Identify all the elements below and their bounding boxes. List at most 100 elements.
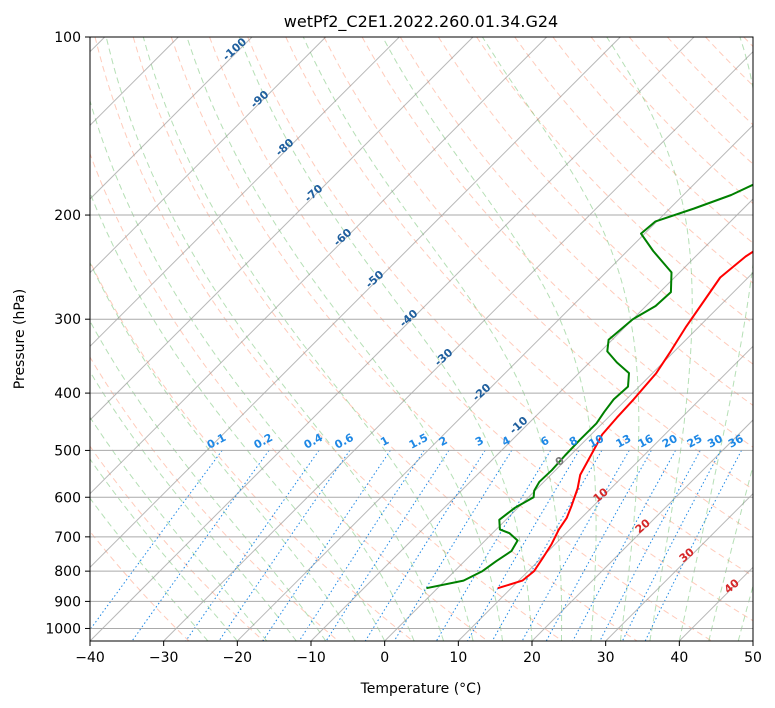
y-tick-label: 800: [54, 564, 81, 580]
mixing-ratio-label: 0.2: [252, 431, 275, 452]
dry-adiabat-label: -30: [432, 346, 456, 369]
y-tick-label: 900: [54, 594, 81, 610]
dry-adiabat-label: -70: [302, 182, 326, 205]
mixing-ratio-label: 10: [586, 432, 606, 451]
chart-title: wetPf2_C2E1.2022.260.01.34.G24: [284, 12, 558, 32]
dry-adiabat-label: -80: [273, 136, 297, 159]
isotherm: [90, 37, 400, 348]
mixing-ratio-label: 0.1: [205, 431, 228, 452]
mixing-ratio-label: 1.5: [407, 431, 430, 452]
x-tick-label: −20: [223, 650, 253, 666]
dry-adiabat: [90, 152, 488, 641]
mixing-ratio-label: 25: [685, 432, 705, 451]
mixing-ratio-line: [364, 450, 486, 641]
moist-adiabat: [737, 584, 753, 641]
dry-adiabat-label: -50: [363, 268, 387, 291]
isotherm: [236, 124, 753, 641]
x-tick-label: 10: [449, 650, 467, 666]
mixing-ratio-label: 36: [726, 432, 746, 451]
dry-adiabat: [247, 37, 753, 577]
dry-adiabat: [132, 37, 638, 641]
mixing-ratio-line: [467, 450, 580, 641]
isotherm: [678, 566, 753, 641]
x-tick-label: 40: [670, 650, 688, 666]
x-tick-label: 20: [523, 650, 541, 666]
dry-adiabat-label: -20: [470, 381, 494, 404]
dry-adiabat: [743, 37, 753, 48]
moist-adiabat-label: 20: [633, 516, 653, 536]
x-tick-label: 50: [744, 650, 762, 666]
mixing-ratio-line: [572, 450, 676, 641]
dry-adiabat: [90, 260, 414, 641]
mixing-ratio-line: [393, 450, 513, 641]
y-tick-label: 200: [54, 208, 81, 224]
y-tick-label: 300: [54, 312, 81, 328]
moist-adiabat: [90, 497, 209, 641]
mixing-ratio-line: [262, 450, 391, 641]
y-tick-label: 500: [54, 443, 81, 459]
y-tick-label: 400: [54, 386, 81, 402]
profiles: [426, 183, 753, 590]
moist-adiabat: [90, 416, 268, 641]
mixing-ratio-line: [298, 450, 425, 641]
dry-adiabat: [209, 37, 753, 622]
moist-adiabat: [105, 37, 445, 641]
dry-adiabat: [437, 37, 753, 365]
mixing-ratio-line: [599, 450, 701, 641]
moist-adiabat: [678, 37, 753, 641]
x-tick-label: 0: [380, 650, 389, 666]
mixing-ratio-line: [491, 450, 603, 641]
isotherm: [457, 345, 753, 641]
line-labels: 0.1 0.2 0.4 0.6 1 1.5 2 3 4 6 8 10 13 16 20 25 30 36-100-…: [205, 35, 746, 596]
isotherm: [90, 37, 474, 421]
mixing-ratio-line: [621, 450, 722, 641]
isotherm: [384, 271, 753, 641]
mixing-ratio-line: [218, 450, 351, 641]
dry-adiabat-label: -60: [331, 226, 355, 249]
moist-adiabat-label: 30: [677, 545, 697, 565]
dry-adiabat: [90, 445, 264, 641]
y-tick-label: 1000: [45, 621, 81, 637]
mixing-ratio-line: [521, 450, 630, 641]
mixing-ratio-label: 1: [378, 434, 391, 449]
dry-adiabat-label: -40: [397, 307, 421, 330]
dry-adiabat: [705, 37, 753, 87]
moist-adiabat: [186, 37, 503, 641]
isotherm: [90, 37, 327, 274]
isotherm: [90, 37, 621, 569]
moist-adiabat: [382, 37, 597, 641]
dry-adiabat: [90, 530, 190, 641]
mixing-ratio-line: [185, 450, 320, 641]
dry-adiabat: [399, 37, 753, 406]
plot-frame: [89, 36, 754, 642]
axes: −40 −30 −20 −10 0 10 20 30 40 5010020030040050060…: [45, 30, 762, 666]
isotherm: [90, 37, 548, 495]
isotherm: [310, 198, 753, 641]
moist-adiabat: [481, 37, 640, 641]
mixing-ratio-line: [90, 450, 223, 631]
dry-adiabat: [90, 356, 339, 641]
dry-adiabat: [170, 37, 712, 641]
moist-adiabat: [708, 464, 753, 641]
y-tick-label: 700: [54, 530, 81, 546]
mixing-ratio-label: 3: [473, 434, 486, 449]
y-axis-label: Pressure (hPa): [12, 289, 28, 389]
isotherm: [531, 419, 753, 641]
isotherm: [163, 50, 753, 641]
x-tick-label: 30: [597, 650, 615, 666]
mixing-ratio-label: 16: [636, 432, 656, 451]
dewpoint-profile: [426, 183, 753, 590]
moist-adiabat: [90, 458, 238, 641]
mixing-ratio-line: [435, 450, 552, 641]
isotherm: [752, 640, 753, 641]
x-axis-label: Temperature (°C): [360, 681, 482, 697]
moist-adiabat: [90, 261, 356, 641]
mixing-ratio-label: 30: [705, 432, 725, 451]
temperature-profile: [497, 250, 753, 590]
dry-adiabat-label: -100: [220, 35, 249, 63]
moist-adiabat: [606, 37, 693, 641]
mixing-ratio-label: 2: [437, 434, 450, 449]
mixing-ratio-line: [325, 450, 450, 641]
dry-adiabat: [323, 37, 753, 491]
